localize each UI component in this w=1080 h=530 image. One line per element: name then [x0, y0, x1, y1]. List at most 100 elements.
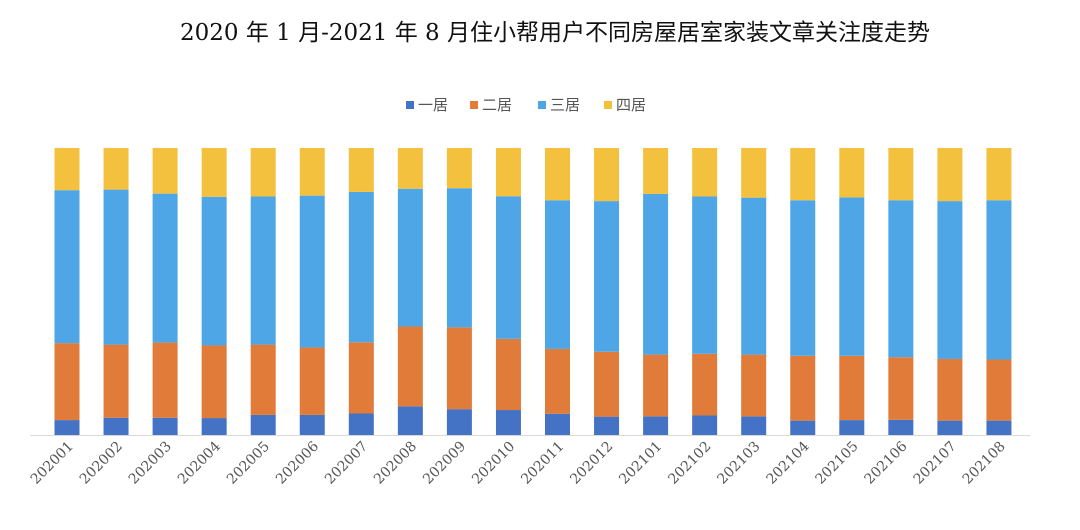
bar-202012-series-4	[594, 148, 620, 202]
bar-202003-series-4	[152, 148, 178, 194]
bar-202107-series-1	[937, 420, 963, 435]
bar-202006-series-3	[299, 195, 325, 348]
x-tick-label-202012: 202012	[567, 439, 616, 488]
x-tick-label-202007: 202007	[322, 439, 371, 488]
bar-202106-series-4	[888, 148, 914, 201]
legend: 一居 二居 三居 四居	[406, 96, 646, 114]
bar-202006-series-2	[299, 347, 325, 415]
bar-202105-series-4	[839, 148, 865, 198]
bar-202103-series-3	[741, 197, 767, 355]
x-tick-label-202104: 202104	[763, 438, 812, 487]
bar-202104-series-4	[790, 148, 816, 201]
x-tick-label-202103: 202103	[714, 439, 763, 488]
legend-swatch-2	[470, 101, 478, 109]
bar-202008-series-3	[397, 188, 423, 327]
x-tick-label-202008: 202008	[371, 439, 420, 488]
bar-202008-series-2	[397, 326, 423, 407]
bar-202101-series-1	[643, 416, 669, 435]
bar-202002-series-2	[103, 344, 129, 418]
bar-202104-series-3	[790, 200, 816, 356]
x-tick-label-202105: 202105	[813, 439, 862, 488]
bar-202104-series-1	[790, 420, 816, 435]
bar-202002-series-1	[103, 417, 129, 435]
bar-202011-series-4	[545, 148, 570, 201]
bar-202004-series-3	[201, 196, 227, 346]
bar-202103-series-4	[741, 148, 767, 198]
legend-swatch-1	[406, 101, 414, 109]
bar-202010-series-1	[495, 410, 521, 435]
bar-202005-series-3	[250, 196, 276, 345]
x-tick-label-202001: 202001	[28, 439, 77, 488]
bar-202010-series-3	[495, 196, 521, 339]
bar-202105-series-3	[839, 197, 865, 356]
x-tick-label-202010: 202010	[469, 439, 518, 488]
x-tick-labels: 202001 202002 202003 202004 202005 202006 2020…	[28, 438, 1009, 487]
bar-202001-series-3	[54, 190, 80, 344]
bar-202108-series-4	[986, 148, 1012, 201]
bar-202011-series-2	[545, 348, 570, 414]
bar-202104-series-2	[790, 355, 816, 421]
bar-202012-series-2	[594, 351, 620, 417]
bar-202108-series-2	[986, 359, 1012, 421]
bar-202012-series-1	[594, 416, 620, 435]
bar-202107-series-4	[937, 148, 963, 202]
legend-label-1: 一居	[418, 96, 448, 114]
x-tick-label-202004: 202004	[175, 438, 224, 487]
bar-202004-series-1	[201, 418, 227, 435]
bar-202010-series-4	[495, 148, 521, 197]
bar-202005-series-4	[250, 148, 276, 197]
bar-202002-series-4	[103, 148, 129, 190]
bar-202102-series-3	[692, 196, 718, 354]
bar-202011-series-3	[545, 200, 570, 349]
bar-202007-series-3	[348, 191, 374, 343]
bar-202003-series-2	[152, 342, 178, 418]
legend-label-3: 三居	[550, 96, 580, 114]
bar-202106-series-1	[888, 419, 914, 435]
x-tick-label-202107: 202107	[911, 439, 960, 488]
x-tick-label-202101: 202101	[616, 439, 665, 488]
x-tick-label-202108: 202108	[960, 439, 1009, 488]
bar-202004-series-4	[201, 148, 227, 197]
bar-202009-series-2	[446, 327, 472, 410]
bar-202106-series-2	[888, 357, 914, 420]
x-tick-label-202006: 202006	[273, 438, 322, 487]
bar-202102-series-4	[692, 148, 718, 197]
bar-202103-series-2	[741, 354, 767, 417]
legend-swatch-3	[538, 101, 546, 109]
bar-202006-series-4	[299, 148, 325, 196]
x-tick-label-202102: 202102	[665, 439, 714, 488]
bar-202007-series-2	[348, 342, 374, 414]
x-tick-label-202009: 202009	[420, 439, 469, 488]
bar-202009-series-4	[446, 148, 472, 189]
x-tick-label-202002: 202002	[77, 439, 126, 488]
bar-202001-series-1	[54, 420, 80, 435]
bar-202108-series-3	[986, 200, 1012, 360]
bar-202103-series-1	[741, 416, 767, 435]
bar-202101-series-4	[643, 148, 669, 194]
bar-202005-series-2	[250, 344, 276, 415]
bar-202102-series-2	[692, 353, 718, 416]
bar-202107-series-2	[937, 358, 963, 421]
bar-202106-series-3	[888, 200, 914, 358]
bar-202102-series-1	[692, 415, 718, 435]
x-tick-label-202011: 202011	[518, 439, 567, 488]
bar-202105-series-1	[839, 420, 865, 435]
bar-202001-series-2	[54, 343, 80, 421]
bar-202007-series-4	[348, 148, 374, 192]
legend-label-4: 四居	[616, 96, 646, 114]
bar-202010-series-2	[495, 338, 521, 411]
bar-202108-series-1	[986, 420, 1012, 435]
bar-202008-series-4	[397, 148, 423, 189]
x-tick-label-202106: 202106	[862, 438, 911, 487]
bar-202011-series-1	[545, 413, 570, 435]
bar-202107-series-3	[937, 201, 963, 359]
bar-202004-series-2	[201, 345, 227, 419]
bar-202002-series-3	[103, 189, 129, 345]
bars	[54, 148, 1012, 435]
bar-202009-series-1	[446, 409, 472, 435]
bar-202006-series-1	[299, 414, 325, 435]
x-tick-label-202003: 202003	[126, 439, 175, 488]
bar-202001-series-4	[54, 148, 80, 191]
chart-title: 2020 年 1 月-2021 年 8 月住小帮用户不同房屋居室家装文章关注度走…	[180, 20, 930, 46]
